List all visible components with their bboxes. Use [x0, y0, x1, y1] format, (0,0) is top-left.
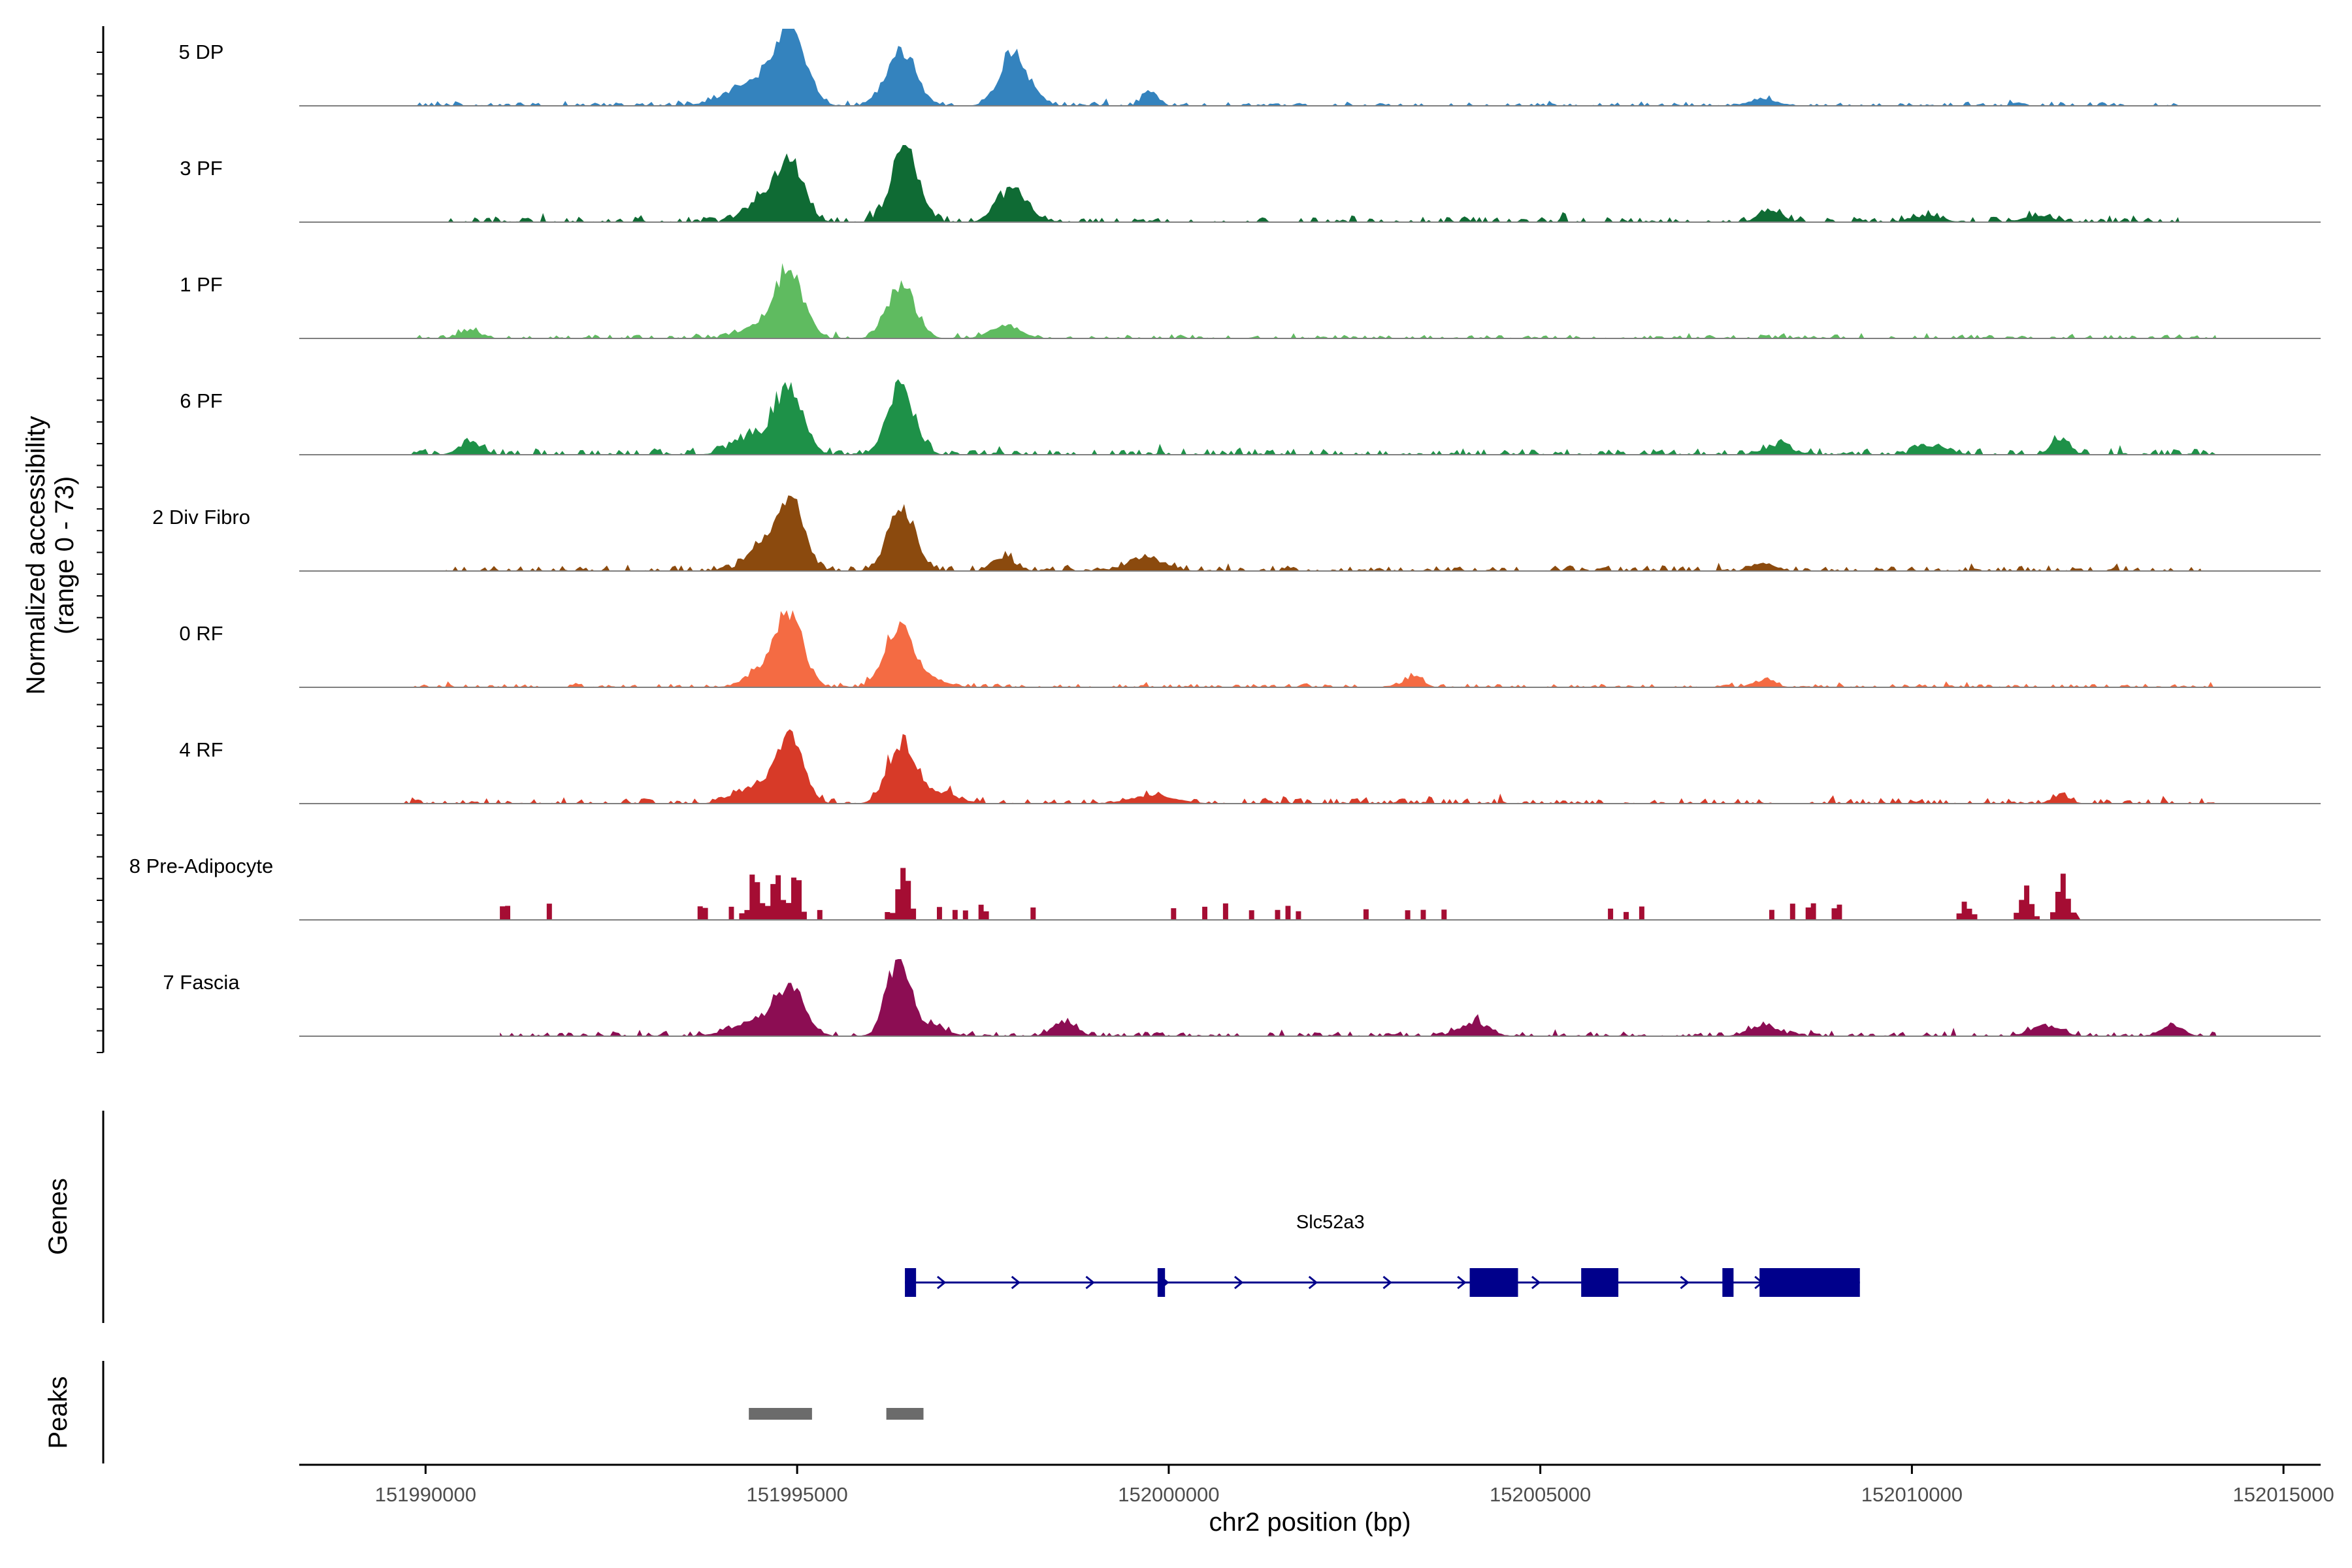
- strand-arrow-icon: [1085, 1275, 1095, 1290]
- y-axis-title-line2: (range 0 - 73): [50, 476, 79, 634]
- coverage-area: [403, 610, 2217, 687]
- gene-exon: [1157, 1268, 1166, 1297]
- peak-region: [886, 1408, 924, 1420]
- gene-annotation: [905, 1268, 1860, 1297]
- peak-region: [749, 1408, 812, 1420]
- strand-arrow-icon: [1011, 1275, 1021, 1290]
- strand-arrow-icon: [1457, 1275, 1467, 1290]
- track-8-pre-adipocyte: 8 Pre-Adipocyte: [129, 855, 2321, 921]
- strand-arrow-icon: [1308, 1275, 1318, 1290]
- track-label: 3 PF: [180, 157, 222, 180]
- coverage-area: [410, 29, 2180, 106]
- peak-regions: [749, 1408, 924, 1420]
- coverage-area: [403, 729, 2217, 804]
- strand-arrow-icon: [1382, 1275, 1392, 1290]
- gene-exon: [1469, 1268, 1518, 1297]
- coverage-area: [410, 379, 2217, 455]
- coverage-area: [440, 495, 2202, 571]
- y-axis-title-line1: Normalized accessibility: [22, 416, 50, 695]
- track-label: 6 PF: [180, 389, 222, 412]
- track-label: 8 Pre-Adipocyte: [129, 855, 274, 877]
- position-x-axis: 151990000 151995000 152000000 152005000 1520…: [375, 1465, 2334, 1506]
- track-label: 4 RF: [179, 738, 223, 761]
- track-label: 0 RF: [179, 622, 223, 645]
- coverage-area: [448, 145, 2180, 222]
- track-1-pf: 1 PF: [180, 263, 2321, 339]
- strand-arrow-icon: [1680, 1275, 1690, 1290]
- gene-exon: [1759, 1268, 1860, 1297]
- track-2-div-fibro: 2 Div Fibro: [152, 495, 2321, 572]
- gene-exon: [1581, 1268, 1619, 1297]
- peaks-panel-label: Peaks: [44, 1376, 73, 1448]
- track-0-rf: 0 RF: [179, 610, 2321, 688]
- genes-panel-label: Genes: [44, 1178, 73, 1255]
- gene-label-slc52a3: Slc52a3: [1296, 1212, 1365, 1233]
- strand-arrow-icon: [1531, 1275, 1541, 1290]
- strand-arrow-icon: [1233, 1275, 1244, 1290]
- track-5-dp: 5 DP: [179, 29, 2321, 106]
- track-label: 2 Div Fibro: [152, 506, 250, 529]
- x-tick-label: 152010000: [1861, 1483, 1963, 1506]
- track-6-pf: 6 PF: [180, 379, 2321, 455]
- coverage-area: [500, 959, 2217, 1036]
- gene-exon: [1722, 1268, 1734, 1297]
- coverage-tracks: 5 DP 3 PF 1 PF 6 PF 2 Div Fibro 0 RF 4 RF 8 Pre…: [129, 29, 2321, 1037]
- strand-arrow-icon: [936, 1275, 947, 1290]
- accessibility-y-axis: [97, 26, 105, 1053]
- track-4-rf: 4 RF: [179, 729, 2321, 804]
- track-label: 7 Fascia: [163, 971, 240, 994]
- x-tick-label: 152015000: [2233, 1483, 2334, 1506]
- coverage-area: [410, 263, 2217, 338]
- x-tick-label: 151990000: [375, 1483, 476, 1506]
- track-3-pf: 3 PF: [180, 145, 2321, 223]
- track-label: 5 DP: [179, 41, 224, 63]
- x-tick-label: 152005000: [1490, 1483, 1591, 1506]
- gene-exon: [905, 1268, 917, 1297]
- x-tick-label: 152000000: [1118, 1483, 1219, 1506]
- x-axis-title: chr2 position (bp): [1209, 1508, 1411, 1537]
- coverage-area: [500, 868, 2081, 920]
- x-tick-label: 151995000: [747, 1483, 848, 1506]
- track-label: 1 PF: [180, 273, 222, 296]
- track-7-fascia: 7 Fascia: [163, 959, 2321, 1037]
